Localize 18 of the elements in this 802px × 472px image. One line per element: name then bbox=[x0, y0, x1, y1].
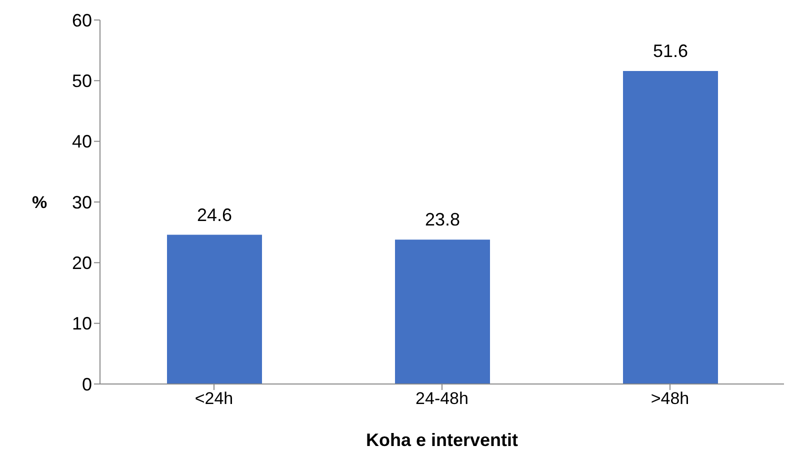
x-axis-title: Koha e interventit bbox=[366, 430, 518, 450]
y-axis-title: % bbox=[32, 193, 48, 212]
bar bbox=[623, 70, 718, 384]
data-label: 23.8 bbox=[424, 210, 460, 230]
y-tick-label: 50 bbox=[72, 71, 92, 92]
x-tick-label: >48h bbox=[650, 389, 690, 408]
y-tick-label: 10 bbox=[72, 314, 92, 334]
y-tick-label: 20 bbox=[72, 253, 92, 274]
bar bbox=[395, 240, 490, 384]
data-label: 24.6 bbox=[196, 204, 232, 225]
y-tick-label: 60 bbox=[72, 10, 92, 30]
y-tick-label: 30 bbox=[72, 192, 92, 212]
bar bbox=[167, 234, 262, 384]
x-tick-label: 24-48h bbox=[416, 389, 468, 408]
y-tick-label: 40 bbox=[72, 132, 92, 152]
x-tick-label: <24h bbox=[194, 389, 234, 408]
y-tick-label: 0 bbox=[82, 374, 92, 394]
data-label: 51.6 bbox=[652, 40, 688, 61]
